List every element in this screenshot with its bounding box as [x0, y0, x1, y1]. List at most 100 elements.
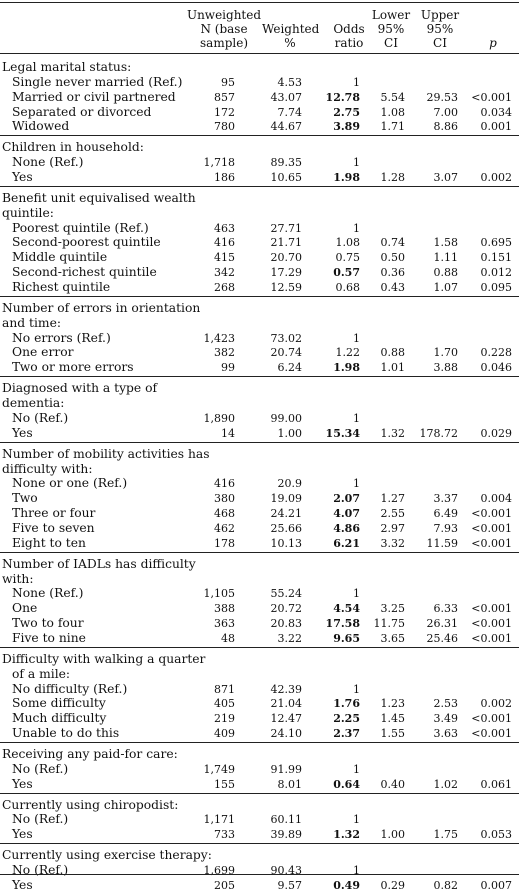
cell-upper-ci: 1.70 — [433, 346, 459, 360]
row-label: Unable to do this — [12, 726, 120, 741]
section-rule — [0, 376, 519, 377]
cell-weighted-pct: 20.74 — [270, 346, 303, 360]
row-label: Some difficulty — [12, 696, 106, 711]
cell-weighted-pct: 12.47 — [270, 712, 303, 726]
cell-unweighted-n: 186 — [214, 171, 235, 185]
cell-p-value: 0.004 — [480, 492, 513, 506]
cell-odds-ratio: 1 — [353, 156, 360, 170]
row-label: Eight to ten — [12, 535, 86, 550]
cell-weighted-pct: 39.89 — [270, 828, 303, 842]
header-lower-ci: Lower 95% CI — [371, 8, 411, 50]
cell-lower-ci: 1.28 — [380, 171, 406, 185]
cell-upper-ci: 3.88 — [433, 361, 459, 375]
cell-unweighted-n: 388 — [214, 602, 235, 616]
cell-p-value: <0.001 — [471, 536, 512, 550]
section-rule — [0, 135, 519, 137]
cell-weighted-pct: 20.9 — [277, 477, 303, 491]
cell-p-value: 0.151 — [480, 251, 513, 265]
cell-unweighted-n: 462 — [214, 521, 235, 535]
row-label: Married or civil partnered — [12, 89, 176, 104]
header-upper-ci: Upper 95% CI — [420, 8, 460, 50]
section-title: and time: — [2, 315, 61, 330]
cell-upper-ci: 1.75 — [433, 828, 459, 842]
cell-odds-ratio: 0.68 — [335, 281, 361, 295]
cell-upper-ci: 6.33 — [433, 602, 459, 616]
cell-p-value: <0.001 — [471, 602, 512, 616]
row-label: Five to seven — [12, 520, 95, 535]
cell-lower-ci: 3.25 — [380, 602, 406, 616]
cell-weighted-pct: 19.09 — [270, 492, 303, 506]
cell-p-value: <0.001 — [471, 521, 512, 535]
cell-odds-ratio: 1 — [353, 864, 360, 877]
cell-p-value: <0.001 — [471, 712, 512, 726]
row-label: Poorest quintile (Ref.) — [12, 220, 149, 235]
cell-weighted-pct: 20.70 — [270, 251, 303, 265]
cell-p-value: <0.001 — [471, 617, 512, 631]
section-rule — [0, 646, 519, 648]
cell-unweighted-n: 1,423 — [203, 331, 236, 345]
cell-unweighted-n: 1,718 — [203, 156, 236, 170]
cell-odds-ratio: 3.89 — [333, 120, 360, 134]
cell-weighted-pct: 43.07 — [270, 90, 303, 104]
cell-upper-ci: 6.49 — [433, 507, 459, 521]
cell-weighted-pct: 99.00 — [270, 411, 303, 425]
cell-p-value: 0.053 — [480, 828, 513, 842]
cell-unweighted-n: 268 — [214, 281, 235, 295]
cell-weighted-pct: 6.24 — [277, 361, 303, 375]
row-label: One — [12, 601, 38, 616]
row-label: No (Ref.) — [12, 863, 69, 877]
cell-upper-ci: 1.02 — [433, 777, 459, 791]
cell-upper-ci: 1.11 — [433, 251, 459, 265]
row-label: None (Ref.) — [12, 586, 84, 601]
cell-p-value: 0.001 — [480, 120, 513, 134]
cell-unweighted-n: 1,105 — [203, 587, 236, 601]
section-rule — [0, 441, 519, 443]
header-odds-ratio: Odds ratio — [333, 22, 365, 50]
row-label: No (Ref.) — [12, 812, 69, 827]
section-title: Number of errors in orientation — [2, 300, 201, 315]
cell-lower-ci: 3.65 — [380, 631, 406, 645]
row-label: Richest quintile — [12, 280, 111, 295]
cell-weighted-pct: 89.35 — [270, 156, 303, 170]
row-label: None (Ref.) — [12, 155, 84, 170]
cell-p-value: <0.001 — [471, 727, 512, 741]
cell-lower-ci: 0.50 — [380, 251, 406, 265]
cell-weighted-pct: 55.24 — [270, 587, 303, 601]
cell-upper-ci: 1.58 — [433, 236, 459, 250]
row-label: None or one (Ref.) — [12, 476, 128, 491]
section-rule — [0, 551, 519, 553]
cell-weighted-pct: 20.83 — [270, 617, 303, 631]
cell-odds-ratio: 1 — [353, 331, 360, 345]
section-title: Benefit unit equivalised wealth — [2, 190, 196, 205]
row-label: Widowed — [12, 119, 70, 134]
row-label: Two — [12, 491, 38, 506]
cell-upper-ci: 7.93 — [433, 521, 459, 535]
cell-unweighted-n: 99 — [221, 361, 235, 375]
cell-odds-ratio: 1 — [353, 75, 360, 89]
cell-odds-ratio: 12.78 — [325, 90, 360, 104]
cell-odds-ratio: 17.58 — [325, 617, 360, 631]
cell-odds-ratio: 4.86 — [333, 521, 360, 535]
section-title: quintile: — [2, 205, 54, 220]
cell-p-value: 0.228 — [480, 346, 513, 360]
header-rule — [0, 53, 519, 54]
section-rule — [0, 741, 519, 743]
cell-upper-ci: 178.72 — [419, 426, 459, 440]
cell-weighted-pct: 91.99 — [270, 762, 303, 776]
section-rule — [0, 185, 519, 187]
cell-odds-ratio: 0.49 — [333, 878, 360, 892]
cell-unweighted-n: 409 — [214, 727, 235, 741]
cell-odds-ratio: 9.65 — [333, 631, 360, 645]
section-title: Legal marital status: — [2, 60, 132, 74]
cell-lower-ci: 1.32 — [380, 426, 406, 440]
cell-odds-ratio: 0.57 — [333, 266, 360, 280]
section-title: dementia: — [2, 396, 65, 411]
cell-lower-ci: 1.71 — [380, 120, 406, 134]
cell-odds-ratio: 1 — [353, 587, 360, 601]
cell-unweighted-n: 178 — [214, 536, 235, 550]
cell-odds-ratio: 1 — [353, 411, 360, 425]
cell-unweighted-n: 871 — [214, 682, 235, 696]
cell-weighted-pct: 4.53 — [277, 75, 303, 89]
cell-odds-ratio: 1 — [353, 762, 360, 776]
row-label: Yes — [12, 170, 33, 185]
